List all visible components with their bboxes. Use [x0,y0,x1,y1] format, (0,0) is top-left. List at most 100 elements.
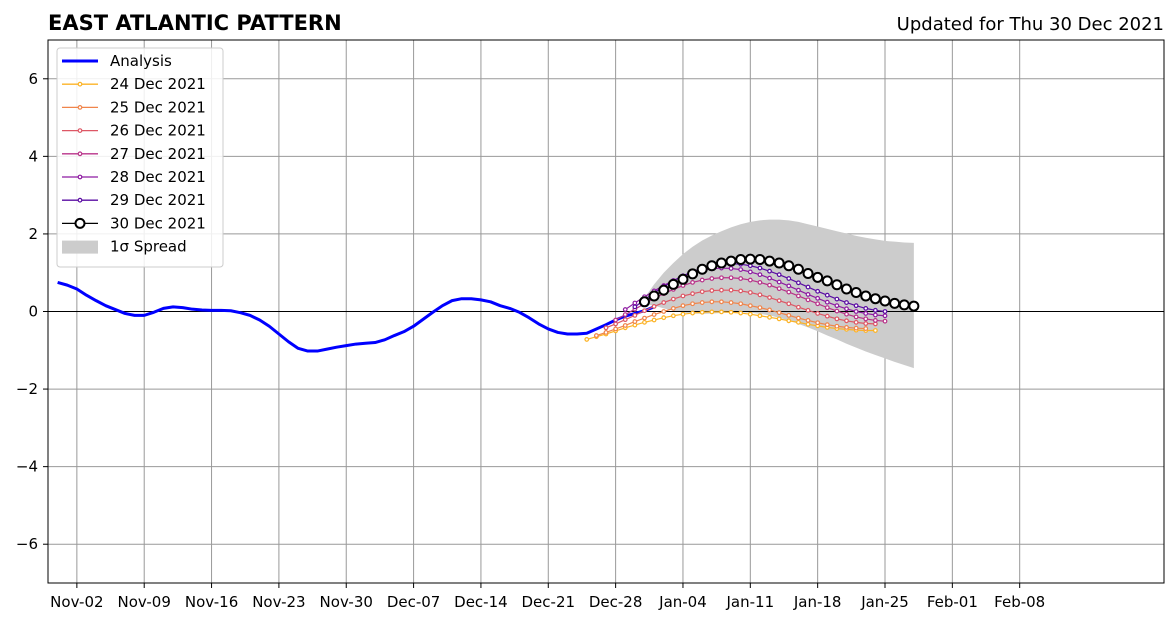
forecast-point [786,312,792,318]
forecast-point [863,316,869,322]
axis-ticks: Nov-02 Nov-09 Nov-16 Nov-23 Nov-30 Dec-07 Dec-… [16,70,1045,611]
forecast-point [661,309,667,314]
forecast-point [738,310,744,316]
forecast-point [850,286,862,298]
forecast-point [889,297,901,309]
y-tick-label: −6 [16,535,38,553]
forecast-point [651,312,657,318]
forecast-point [805,318,811,323]
forecast-point [738,288,744,294]
forecast-point [879,295,891,307]
legend-marker [77,151,83,157]
forecast-point [719,299,724,305]
legend-label: 27 Dec 2021 [110,145,206,163]
series-layer [57,253,920,353]
x-tick-label: Dec-28 [589,593,643,611]
forecast-point [642,319,647,325]
x-tick-label: Jan-25 [860,593,909,611]
x-tick-label: Nov-16 [185,593,238,611]
forecast-point [719,275,724,281]
forecast-point [670,313,676,319]
forecast-point [844,300,849,305]
forecast-point [725,255,737,267]
forecast-point [815,295,821,301]
forecast-point [699,309,705,315]
legend-label: 29 Dec 2021 [110,191,206,209]
legend-entry: 27 Dec 2021 [62,145,206,163]
forecast-point [805,307,811,313]
forecast-point [757,305,763,311]
forecast-point [872,328,878,333]
forecast-point [776,279,782,285]
forecast-point [622,323,628,328]
legend-entry: 30 Dec 2021 [62,214,206,232]
forecast-point [738,267,744,273]
forecast-point [776,310,782,316]
forecast-point [699,289,705,295]
forecast-point [767,275,772,281]
x-tick-label: Jan-18 [793,593,842,611]
forecast-point [786,289,792,295]
forecast-point [699,277,705,283]
legend-entry: 29 Dec 2021 [62,191,206,209]
forecast-point [709,288,715,293]
legend-label: 28 Dec 2021 [110,168,206,186]
forecast-point [622,312,628,318]
forecast-point [632,312,638,318]
forecast-point [667,278,679,290]
forecast-point [757,292,763,298]
forecast-point [805,321,811,327]
forecast-point [757,313,763,319]
forecast-point [786,301,792,307]
x-tick-label: Dec-21 [522,593,576,611]
forecast-point [764,255,776,267]
forecast-point [706,260,718,272]
forecast-point [824,322,830,328]
forecast-point [834,303,840,309]
forecast-point [744,253,756,265]
forecast-point [709,309,715,315]
updated-label: Updated for Thu 30 Dec 2021 [897,14,1164,35]
forecast-point [719,287,724,293]
legend-label: 30 Dec 2021 [110,214,206,232]
forecast-point [622,307,628,312]
forecast-point [805,297,811,303]
forecast-point [757,265,763,271]
forecast-point [690,280,695,285]
forecast-point [824,305,830,311]
forecast-point [882,318,888,324]
forecast-point [719,309,724,315]
forecast-point [747,269,753,275]
x-tick-label: Feb-08 [994,593,1045,611]
forecast-point [802,267,814,279]
forecast-point [747,290,753,295]
forecast-point [773,257,785,269]
legend-entry: Analysis [62,52,172,70]
forecast-point [680,293,686,299]
forecast-point [872,312,878,318]
forecast-point [632,304,638,310]
forecast-point [824,313,830,319]
x-tick-label: Feb-01 [927,593,978,611]
forecast-point [860,290,872,302]
x-tick-label: Dec-14 [454,593,508,611]
forecast-point [853,319,859,325]
forecast-point [632,319,638,324]
forecast-point [767,295,772,300]
legend-label: 24 Dec 2021 [110,75,206,93]
forecast-point [767,268,772,274]
forecast-point [796,315,801,321]
y-tick-label: −4 [16,458,38,476]
legend-marker [77,81,83,87]
forecast-point [584,337,590,342]
forecast-point [812,271,824,283]
forecast-point [747,303,753,309]
y-tick-label: 0 [28,303,38,321]
forecast-point [638,296,650,308]
forecast-point [613,317,619,323]
chart-title: EAST ATLANTIC PATTERN [48,11,342,35]
y-tick-label: 4 [28,147,38,165]
forecast-point [603,325,609,331]
y-tick-label: −2 [16,380,38,398]
forecast-point [651,304,657,309]
